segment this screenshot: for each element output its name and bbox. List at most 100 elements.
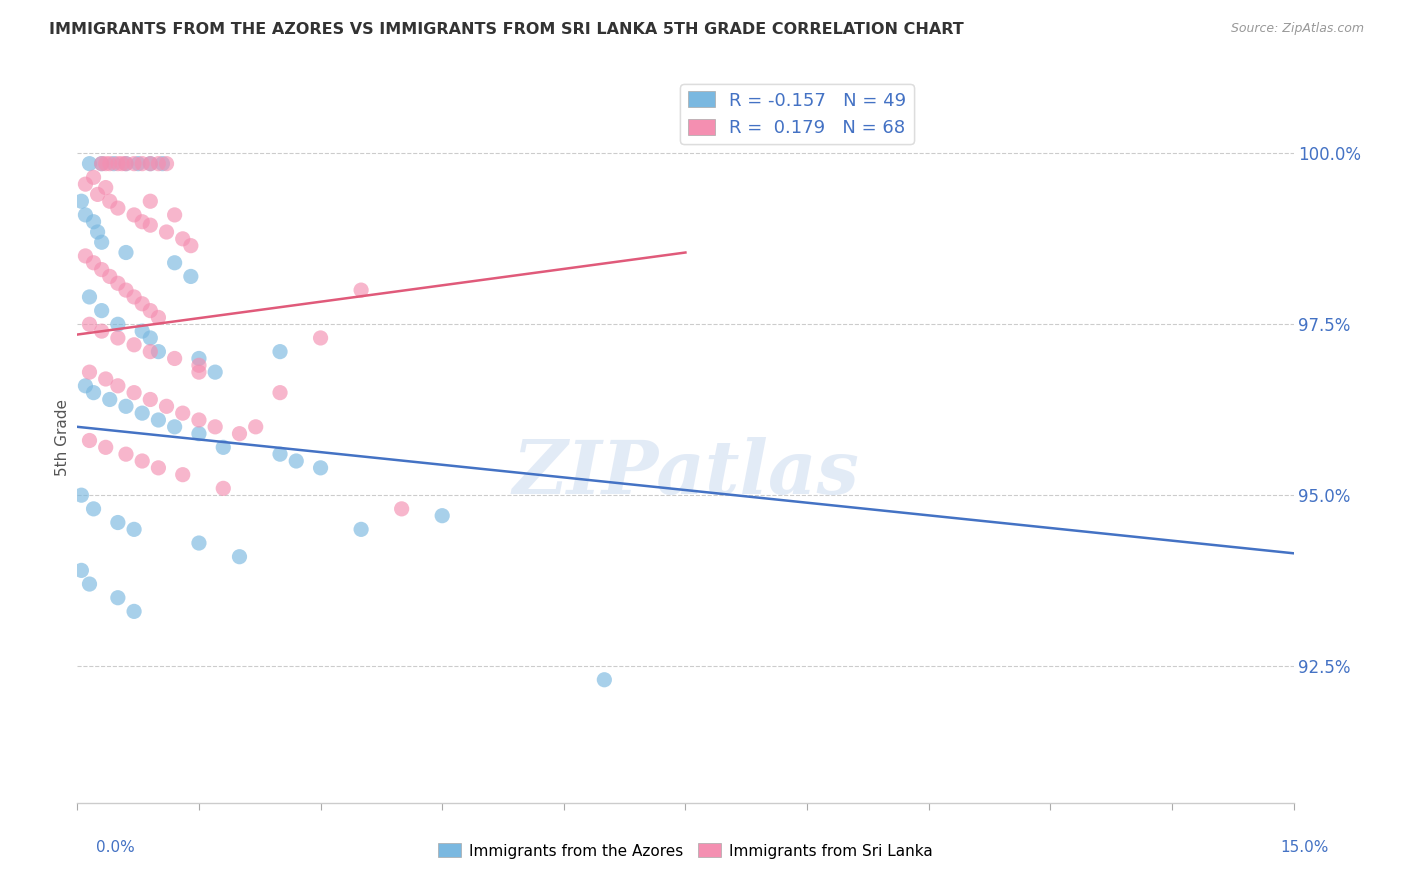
- Point: [163, 351, 186, 366]
- Point: [122, 604, 145, 618]
- Point: [107, 277, 129, 291]
- Point: [139, 156, 162, 170]
- Point: [115, 283, 138, 297]
- Point: [350, 283, 373, 297]
- Point: [107, 591, 129, 605]
- Point: [98, 156, 121, 170]
- Point: [98, 194, 121, 209]
- Point: [155, 156, 177, 170]
- Point: [285, 454, 308, 468]
- Text: 0.0%: 0.0%: [96, 840, 135, 855]
- Point: [75, 379, 97, 393]
- Point: [94, 372, 117, 386]
- Point: [163, 420, 186, 434]
- Point: [79, 365, 101, 379]
- Point: [269, 447, 291, 461]
- Point: [152, 156, 174, 170]
- Point: [139, 344, 162, 359]
- Point: [148, 413, 170, 427]
- Point: [350, 522, 373, 536]
- Point: [139, 156, 162, 170]
- Point: [131, 156, 153, 170]
- Point: [139, 218, 162, 232]
- Point: [79, 434, 101, 448]
- Point: [98, 392, 121, 407]
- Point: [188, 536, 211, 550]
- Point: [70, 563, 93, 577]
- Point: [107, 318, 129, 332]
- Point: [75, 177, 97, 191]
- Point: [391, 501, 413, 516]
- Point: [139, 331, 162, 345]
- Point: [309, 331, 332, 345]
- Point: [172, 467, 194, 482]
- Point: [269, 344, 291, 359]
- Text: 15.0%: 15.0%: [1281, 840, 1329, 855]
- Point: [139, 194, 162, 209]
- Point: [79, 318, 101, 332]
- Point: [86, 225, 108, 239]
- Point: [103, 156, 125, 170]
- Text: Source: ZipAtlas.com: Source: ZipAtlas.com: [1230, 22, 1364, 36]
- Point: [107, 379, 129, 393]
- Point: [212, 440, 235, 454]
- Point: [122, 385, 145, 400]
- Point: [122, 156, 145, 170]
- Point: [155, 225, 177, 239]
- Point: [204, 365, 226, 379]
- Text: IMMIGRANTS FROM THE AZORES VS IMMIGRANTS FROM SRI LANKA 5TH GRADE CORRELATION CH: IMMIGRANTS FROM THE AZORES VS IMMIGRANTS…: [49, 22, 965, 37]
- Point: [188, 351, 211, 366]
- Point: [180, 238, 202, 252]
- Text: ZIPatlas: ZIPatlas: [512, 437, 859, 510]
- Point: [163, 256, 186, 270]
- Point: [122, 522, 145, 536]
- Point: [430, 508, 453, 523]
- Point: [90, 156, 112, 170]
- Point: [90, 303, 112, 318]
- Point: [204, 420, 226, 434]
- Point: [79, 290, 101, 304]
- Point: [155, 400, 177, 414]
- Point: [131, 297, 153, 311]
- Point: [107, 516, 129, 530]
- Point: [593, 673, 616, 687]
- Point: [309, 460, 332, 475]
- Point: [148, 310, 170, 325]
- Point: [79, 577, 101, 591]
- Point: [115, 245, 138, 260]
- Point: [245, 420, 267, 434]
- Point: [94, 180, 117, 194]
- Point: [83, 385, 105, 400]
- Point: [94, 156, 117, 170]
- Point: [228, 549, 250, 564]
- Legend: R = -0.157   N = 49, R =  0.179   N = 68: R = -0.157 N = 49, R = 0.179 N = 68: [681, 84, 914, 144]
- Point: [115, 156, 138, 170]
- Point: [83, 170, 105, 185]
- Point: [75, 249, 97, 263]
- Point: [90, 324, 112, 338]
- Point: [107, 331, 129, 345]
- Point: [122, 290, 145, 304]
- Point: [188, 413, 211, 427]
- Point: [107, 201, 129, 215]
- Point: [172, 406, 194, 420]
- Point: [107, 156, 129, 170]
- Point: [139, 392, 162, 407]
- Point: [212, 481, 235, 495]
- Point: [83, 256, 105, 270]
- Point: [163, 208, 186, 222]
- Point: [122, 208, 145, 222]
- Point: [131, 324, 153, 338]
- Point: [90, 262, 112, 277]
- Point: [131, 215, 153, 229]
- Point: [127, 156, 149, 170]
- Point: [115, 400, 138, 414]
- Point: [131, 406, 153, 420]
- Point: [70, 488, 93, 502]
- Point: [188, 365, 211, 379]
- Point: [111, 156, 134, 170]
- Y-axis label: 5th Grade: 5th Grade: [55, 399, 70, 475]
- Point: [269, 385, 291, 400]
- Point: [83, 215, 105, 229]
- Point: [98, 269, 121, 284]
